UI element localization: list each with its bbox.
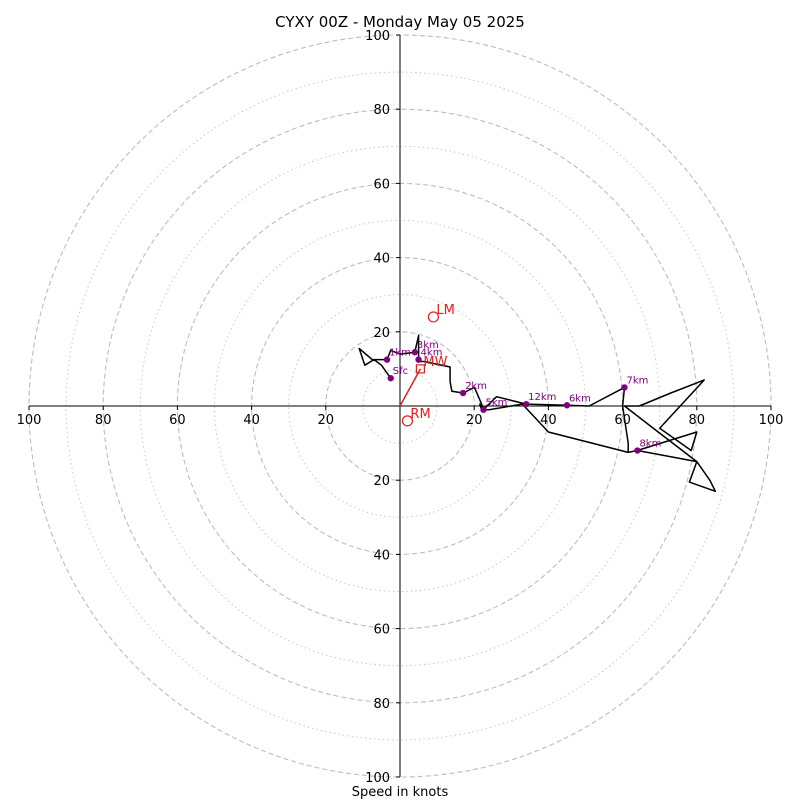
mean-wind-label: MW (423, 355, 447, 370)
height-label-4km: 4km (421, 348, 443, 359)
height-label-12km: 12km (528, 392, 556, 403)
mean-wind-marker (415, 364, 426, 374)
height-point-2km (459, 389, 467, 397)
chart-title: CYXY 00Z - Monday May 05 2025 (275, 13, 525, 31)
height-point-Sfc (387, 374, 394, 382)
height-point-3km (411, 349, 419, 356)
hodograph-trace (358, 334, 717, 493)
tick-label-x: 60 (614, 413, 631, 428)
tick-label-x: 40 (243, 413, 260, 428)
tick-label-x: 100 (17, 413, 42, 428)
x-axis-label: Speed in knots (352, 785, 449, 800)
height-label-7km: 7km (626, 375, 648, 386)
tick-label-y: 20 (373, 326, 390, 341)
height-point-6km (563, 402, 571, 409)
right-mover-label: RM (410, 407, 430, 422)
tick-label-y: 40 (373, 548, 390, 563)
height-point-7km (621, 384, 628, 391)
tick-label-y: 100 (365, 29, 390, 44)
mean-wind-vector (399, 368, 422, 407)
tick-label-x: 20 (318, 413, 335, 428)
tick-label-x: 60 (169, 413, 186, 428)
height-label-8km: 8km (639, 439, 661, 450)
tick-label-y: 60 (373, 177, 390, 192)
height-label-2km: 2km (465, 381, 487, 392)
tick-label-x: 40 (540, 413, 557, 428)
tick-label-y: 60 (373, 623, 390, 638)
height-label-6km: 6km (569, 393, 591, 404)
tick-label-y: 20 (373, 474, 390, 489)
height-point-5km (480, 406, 487, 413)
storm-motion: MW LM RM (399, 303, 455, 427)
tick-labels: 100 80 60 40 20 20 40 60 80 100 100 80 60 40 20 20 40 60 8… (17, 29, 784, 786)
height-point-4km (415, 356, 422, 363)
tick-label-y: 100 (365, 771, 390, 786)
left-mover-marker (427, 311, 439, 323)
tick-label-x: 100 (759, 413, 784, 428)
hodograph-line (358, 334, 717, 493)
tick-label-y: 80 (373, 697, 390, 712)
tick-label-x: 80 (95, 413, 112, 428)
right-mover-marker (401, 415, 414, 427)
height-label-1km: 1km (389, 348, 411, 359)
tick-label-y: 80 (373, 103, 390, 118)
height-point-12km (522, 400, 530, 408)
tick-label-x: 20 (466, 413, 483, 428)
tick-label-x: 80 (689, 413, 706, 428)
height-label-3km: 3km (417, 340, 439, 351)
height-point-8km (634, 447, 641, 454)
height-label-5km: 5km (485, 398, 507, 409)
left-mover-label: LM (436, 303, 454, 318)
height-point-1km (383, 356, 391, 363)
height-label-Sfc: Sfc (393, 366, 408, 377)
tick-label-y: 40 (373, 252, 390, 267)
